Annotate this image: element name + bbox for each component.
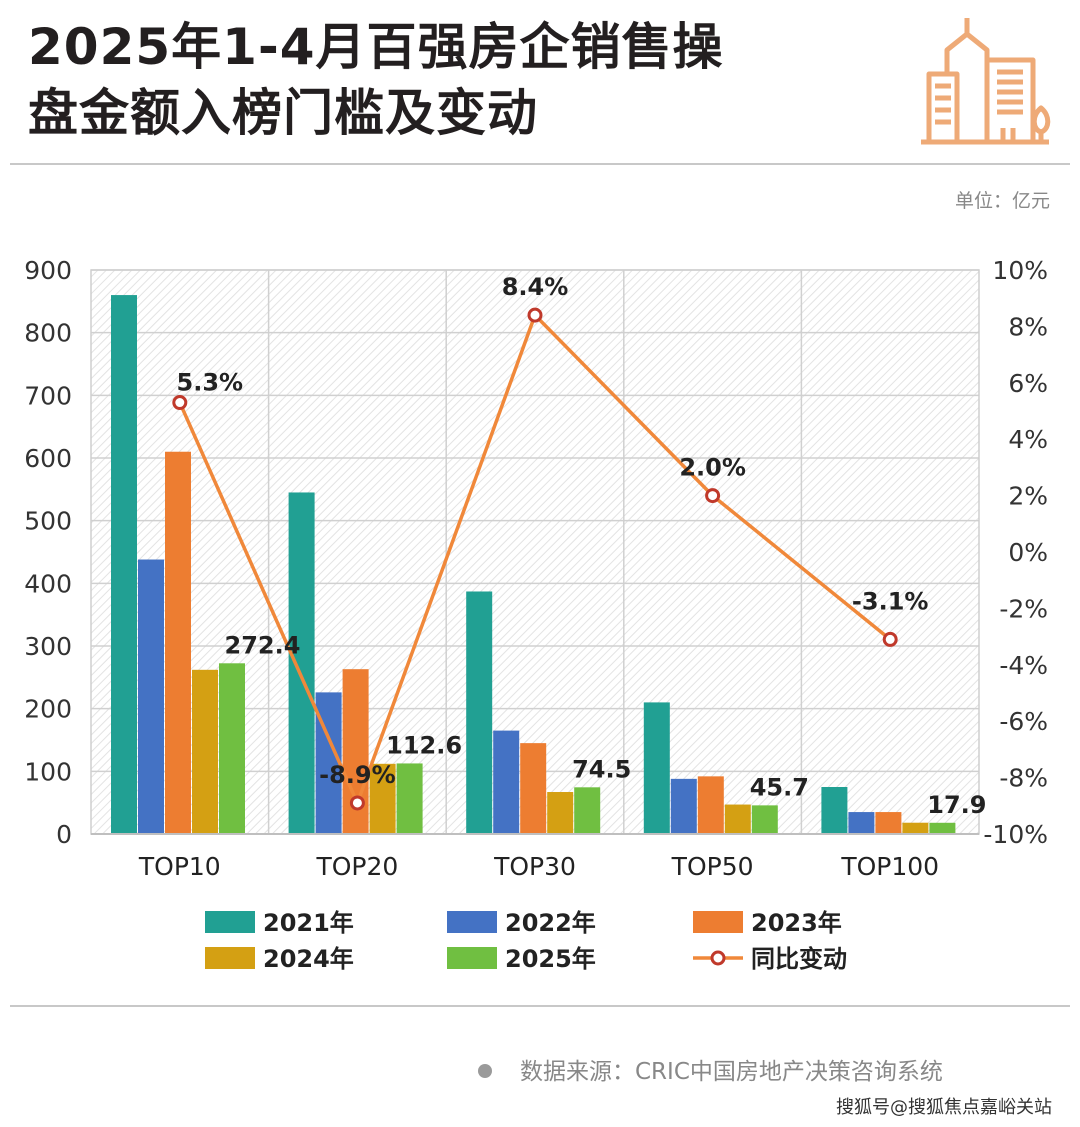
x-tick-label: TOP30 bbox=[493, 852, 576, 881]
legend-label: 2021年 bbox=[263, 909, 354, 937]
y2-tick-label: 2% bbox=[1008, 482, 1048, 511]
bar-2022-top30 bbox=[493, 730, 520, 834]
bar-value-label: 272.4 bbox=[225, 631, 301, 659]
y2-tick-label: 10% bbox=[992, 256, 1048, 285]
bar-2021-top100 bbox=[821, 787, 848, 834]
bar-2021-top10 bbox=[111, 295, 137, 834]
bar-2025-top20 bbox=[396, 763, 423, 834]
line-value-label: 5.3% bbox=[177, 369, 244, 397]
bar-2023-top10 bbox=[165, 451, 191, 834]
unit-label: 单位：亿元 bbox=[954, 190, 1050, 212]
y2-tick-label: -10% bbox=[983, 820, 1048, 849]
line-value-label: 8.4% bbox=[502, 273, 569, 301]
y-tick-label: 0 bbox=[56, 820, 72, 849]
y2-tick-label: -6% bbox=[999, 707, 1048, 736]
bar-2025-top10 bbox=[219, 663, 245, 834]
line-value-label: -3.1% bbox=[852, 587, 929, 615]
y-tick-label: 400 bbox=[24, 569, 72, 598]
line-value-label: -8.9% bbox=[319, 761, 396, 789]
title-line-1: 2025年1-4月百强房企销售操 bbox=[28, 18, 724, 76]
bar-2025-top50 bbox=[751, 805, 778, 834]
bar-2021-top50 bbox=[643, 702, 670, 834]
y-tick-label: 900 bbox=[24, 256, 72, 285]
bar-2023-top100 bbox=[875, 812, 902, 834]
yoy-marker-top10 bbox=[172, 395, 188, 411]
yoy-marker-top30 bbox=[527, 307, 543, 323]
bar-value-label: 74.5 bbox=[572, 755, 631, 783]
bar-value-label: 45.7 bbox=[750, 773, 809, 801]
bullet-icon bbox=[478, 1063, 492, 1078]
legend-swatch-2025 bbox=[447, 947, 497, 969]
bar-2022-top50 bbox=[670, 778, 697, 834]
bar-2022-top100 bbox=[848, 812, 875, 834]
bar-line-chart: 0 100 200 300 400 500 600 700 800 900 -10% -8% -6% -4… bbox=[24, 256, 1048, 973]
data-source: 数据来源：CRIC中国房地产决策咨询系统 bbox=[478, 1052, 943, 1086]
x-tick-label: TOP50 bbox=[671, 852, 754, 881]
x-tick-label: TOP10 bbox=[138, 852, 221, 881]
bar-2024-top50 bbox=[724, 804, 751, 834]
y-tick-label: 600 bbox=[24, 444, 72, 473]
bar-2024-top10 bbox=[192, 669, 218, 834]
legend-swatch-2023 bbox=[693, 911, 743, 933]
line-value-label: 2.0% bbox=[679, 454, 746, 482]
bar-2025-top100 bbox=[929, 822, 956, 834]
yoy-marker-top50 bbox=[705, 488, 721, 504]
source-text: 数据来源：CRIC中国房地产决策咨询系统 bbox=[520, 1059, 943, 1085]
chart-title: 2025年1-4月百强房企销售操 盘金额入榜门槛及变动 bbox=[28, 14, 724, 146]
legend-label: 同比变动 bbox=[751, 945, 847, 973]
y-tick-label: 300 bbox=[24, 632, 72, 661]
y2-tick-label: 4% bbox=[1008, 425, 1048, 454]
legend-swatch-marker bbox=[710, 950, 726, 966]
x-tick-label: TOP20 bbox=[315, 852, 398, 881]
watermark: 搜狐号@搜狐焦点嘉峪关站 bbox=[836, 1097, 1052, 1118]
city-buildings-icon bbox=[921, 18, 1051, 145]
bar-2023-top50 bbox=[697, 776, 724, 834]
y2-tick-label: -8% bbox=[999, 764, 1048, 793]
y2-tick-label: 8% bbox=[1008, 312, 1048, 341]
bar-value-label: 112.6 bbox=[386, 731, 462, 759]
legend-label: 2022年 bbox=[505, 909, 596, 937]
yoy-marker-top100 bbox=[882, 631, 898, 647]
bar-2023-top30 bbox=[520, 743, 547, 834]
x-tick-label: TOP100 bbox=[840, 852, 939, 881]
y2-tick-label: 0% bbox=[1008, 538, 1048, 567]
legend-label: 2024年 bbox=[263, 945, 354, 973]
y-tick-label: 200 bbox=[24, 695, 72, 724]
legend-swatch-2024 bbox=[205, 947, 255, 969]
bar-2025-top30 bbox=[574, 787, 601, 834]
title-line-2: 盘金额入榜门槛及变动 bbox=[28, 84, 538, 142]
legend-swatch-2022 bbox=[447, 911, 497, 933]
y-tick-label: 500 bbox=[24, 507, 72, 536]
yoy-marker-top20 bbox=[349, 795, 365, 811]
legend-label: 2025年 bbox=[505, 945, 596, 973]
bar-2021-top20 bbox=[288, 492, 315, 834]
bar-2024-top20 bbox=[369, 763, 396, 834]
bar-2022-top10 bbox=[138, 559, 164, 834]
y2-tick-label: -4% bbox=[999, 651, 1048, 680]
y-tick-label: 800 bbox=[24, 319, 72, 348]
y-tick-label: 700 bbox=[24, 381, 72, 410]
bar-2024-top30 bbox=[547, 792, 574, 834]
bar-2021-top30 bbox=[466, 591, 493, 834]
legend-label: 2023年 bbox=[751, 909, 842, 937]
legend-swatch-2021 bbox=[205, 911, 255, 933]
top-divider bbox=[10, 163, 1070, 165]
bottom-divider bbox=[10, 1005, 1070, 1007]
y2-tick-label: -2% bbox=[999, 594, 1048, 623]
bar-2024-top100 bbox=[902, 822, 929, 834]
y2-tick-label: 6% bbox=[1008, 369, 1048, 398]
y-tick-label: 100 bbox=[24, 757, 72, 786]
bar-value-label: 17.9 bbox=[927, 791, 986, 819]
